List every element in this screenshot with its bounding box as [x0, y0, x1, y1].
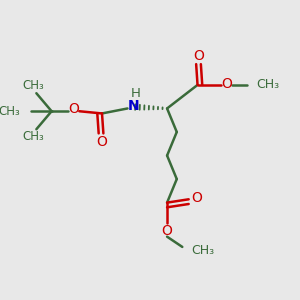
- Text: O: O: [193, 50, 204, 63]
- Text: O: O: [162, 224, 172, 238]
- Text: CH₃: CH₃: [256, 78, 280, 92]
- Text: O: O: [96, 135, 107, 149]
- Text: O: O: [68, 102, 79, 116]
- Text: N: N: [128, 99, 140, 113]
- Text: CH₃: CH₃: [0, 105, 21, 118]
- Text: O: O: [191, 190, 203, 205]
- Text: O: O: [222, 76, 232, 91]
- Text: CH₃: CH₃: [22, 79, 44, 92]
- Text: CH₃: CH₃: [191, 244, 214, 257]
- Text: CH₃: CH₃: [22, 130, 44, 143]
- Text: H: H: [130, 87, 140, 100]
